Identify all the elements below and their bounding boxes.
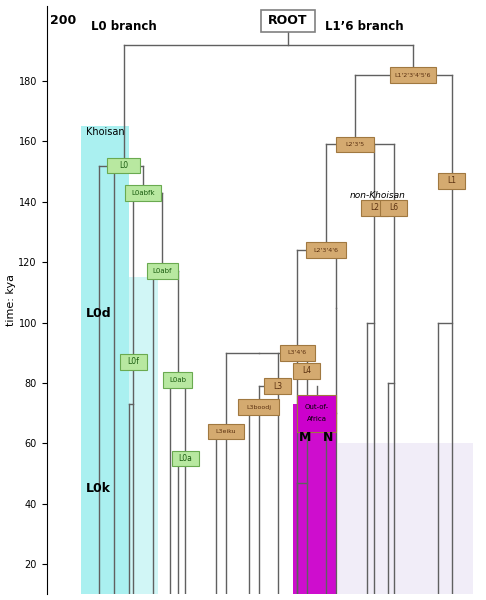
FancyBboxPatch shape [163,372,192,388]
Bar [81,127,129,595]
Text: L1'2'3'4'5'6: L1'2'3'4'5'6 [395,73,431,77]
Text: L0k: L0k [86,482,111,495]
Text: L2: L2 [370,203,379,212]
Text: L2'3'5: L2'3'5 [346,142,364,147]
Y-axis label: time: kya: time: kya [5,274,16,326]
FancyBboxPatch shape [124,185,161,200]
Text: L3boodj: L3boodj [246,405,271,410]
FancyBboxPatch shape [147,263,178,279]
FancyBboxPatch shape [280,345,314,361]
Text: L2'3'4'6: L2'3'4'6 [313,248,339,253]
Text: L3'4'6: L3'4'6 [288,350,307,355]
FancyBboxPatch shape [306,242,347,258]
FancyBboxPatch shape [380,200,407,216]
Text: L0abf: L0abf [153,268,172,274]
Text: Khoisan: Khoisan [86,127,125,137]
Text: L3eiku: L3eiku [216,429,236,434]
Text: L0 branch: L0 branch [91,20,156,33]
Text: L0a: L0a [178,454,192,463]
Text: N: N [323,431,333,444]
FancyBboxPatch shape [172,451,199,466]
Text: L0abfk: L0abfk [131,190,155,196]
Text: L1’6 branch: L1’6 branch [326,20,404,33]
FancyBboxPatch shape [208,424,244,439]
Text: 200: 200 [51,14,77,27]
FancyBboxPatch shape [264,378,292,394]
Text: L0d: L0d [86,307,112,320]
Text: L0: L0 [119,161,128,170]
Text: M: M [299,431,311,444]
Bar [294,404,336,595]
FancyBboxPatch shape [239,400,279,415]
Bar [338,443,473,595]
Text: L3: L3 [274,382,282,391]
FancyBboxPatch shape [336,137,374,152]
Text: ROOT: ROOT [268,14,307,27]
FancyBboxPatch shape [361,200,388,216]
Text: Out-of-: Out-of- [304,404,329,410]
FancyBboxPatch shape [297,395,336,431]
FancyBboxPatch shape [438,173,465,188]
Text: non-Khoisan: non-Khoisan [349,191,405,200]
Text: L0f: L0f [127,358,139,367]
Text: L6: L6 [389,203,398,212]
Text: L1: L1 [447,176,456,185]
FancyBboxPatch shape [390,67,436,83]
FancyBboxPatch shape [260,10,314,32]
FancyBboxPatch shape [294,363,320,379]
Text: L0ab: L0ab [169,377,186,383]
Text: L4: L4 [302,367,312,376]
FancyBboxPatch shape [107,158,140,173]
FancyBboxPatch shape [120,354,147,370]
Bar [129,277,158,595]
Text: Africa: Africa [307,416,327,422]
